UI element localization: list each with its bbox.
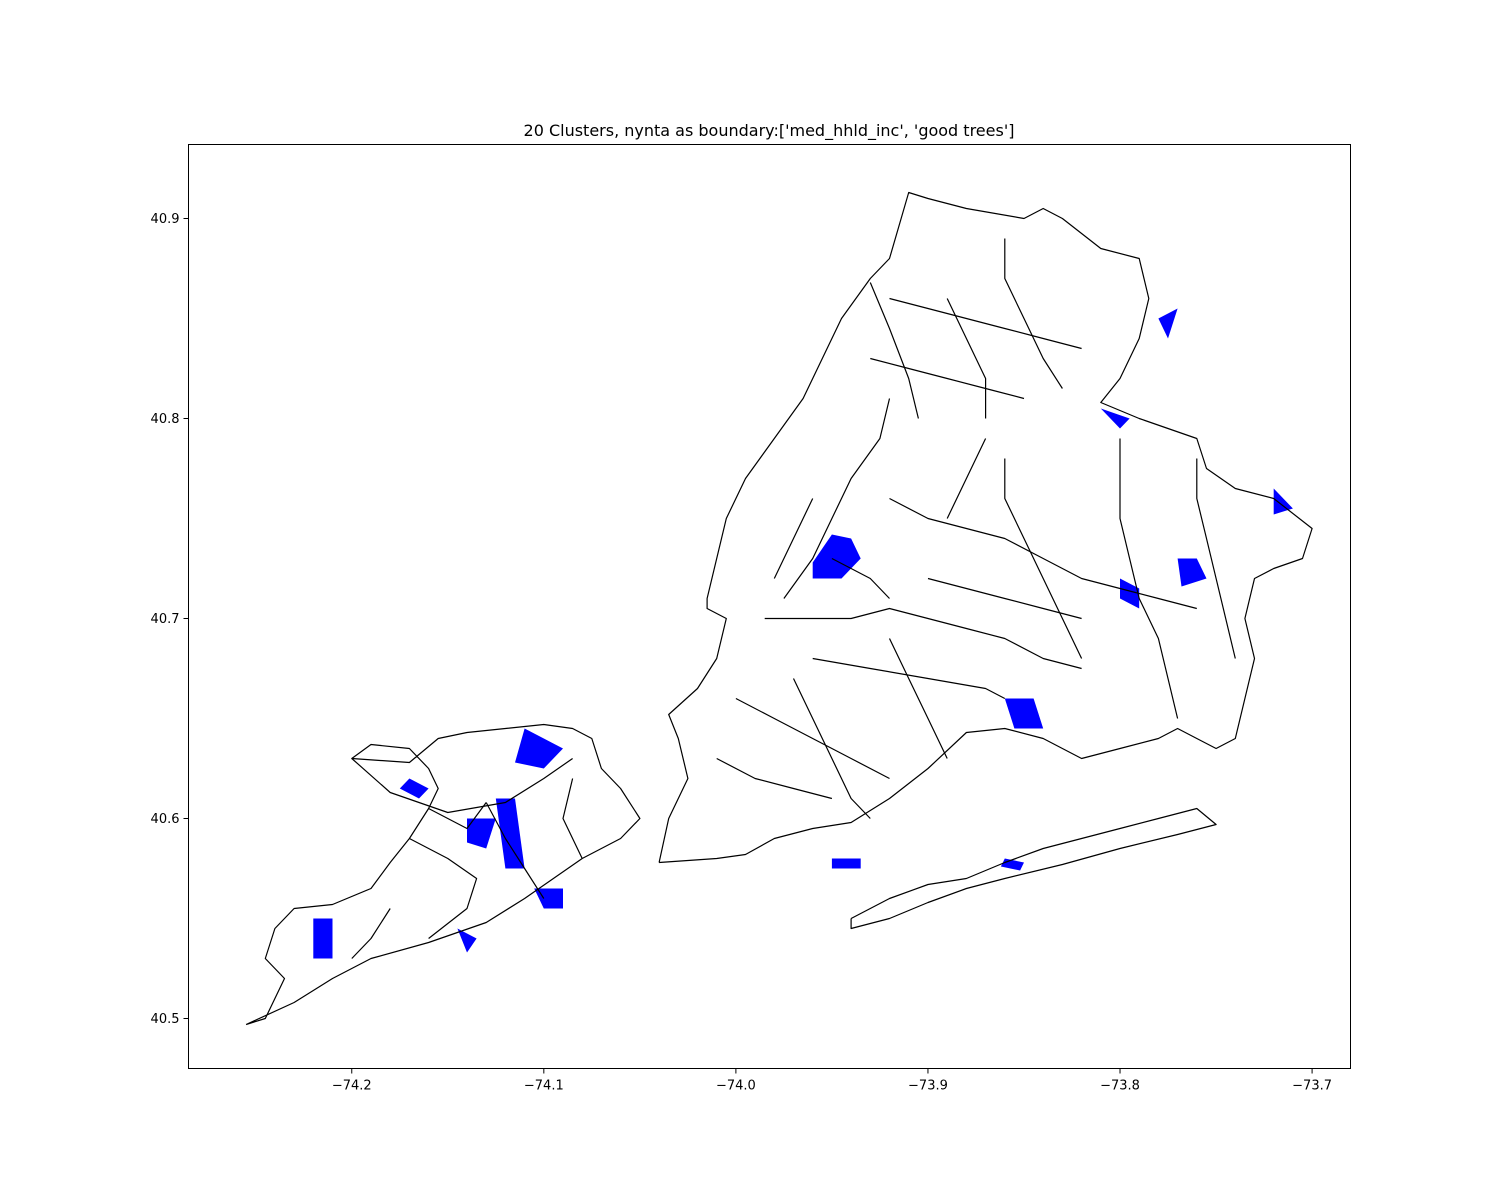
x-tick-label: −74.0 — [716, 1079, 756, 1094]
highlighted-tract-6 — [831, 858, 861, 869]
y-tick-label: 40.5 — [151, 1012, 180, 1027]
highlighted-tract-5 — [515, 728, 563, 769]
x-axis: −74.2 −74.1 −74.0 −73.9 −73.8 −73.7 — [332, 1068, 1332, 1094]
boundary-line-2 — [409, 837, 478, 939]
highlighted-tract-3 — [313, 918, 333, 959]
boundary-line-11 — [764, 607, 1082, 670]
boundary-line-13 — [735, 697, 890, 780]
y-tick-label: 40.6 — [151, 812, 180, 827]
boundary-line-27 — [792, 678, 871, 819]
boundary-line-4 — [351, 908, 391, 959]
boundary-line-25 — [831, 557, 890, 599]
boundary-line-21 — [1004, 238, 1063, 389]
boundary-line-28 — [773, 498, 814, 579]
boundary-line-14 — [716, 757, 833, 800]
boundary-line-15 — [889, 497, 1197, 610]
y-tick-label: 40.8 — [151, 412, 180, 427]
y-axis: 40.5 40.6 40.7 40.8 40.9 — [151, 212, 189, 1027]
boundary-line-8 — [850, 807, 1217, 930]
highlighted-tract-2 — [1177, 558, 1207, 587]
x-tick-label: −74.2 — [332, 1079, 372, 1094]
highlighted-tract-8 — [1158, 308, 1178, 339]
x-tick-label: −74.1 — [524, 1079, 564, 1094]
boundary-line-0 — [245, 723, 641, 1026]
x-tick-label: −73.9 — [908, 1079, 948, 1094]
boundary-line-10 — [869, 282, 919, 419]
boundary-line-1 — [351, 758, 573, 814]
highlighted-tract-0 — [812, 534, 861, 579]
highlighted-tract-14 — [1100, 408, 1130, 429]
highlighted-tract-10 — [467, 818, 496, 849]
boundary-line-17 — [1004, 458, 1083, 659]
chart-title: 20 Clusters, nynta as boundary:['med_hhl… — [524, 121, 1015, 141]
boundary-line-24 — [946, 438, 987, 519]
boundary-line-20 — [946, 298, 987, 419]
highlighted-tract-12 — [457, 928, 477, 953]
boundary-line-9 — [783, 398, 891, 599]
y-tick-label: 40.7 — [151, 612, 180, 627]
boundary-line-7 — [658, 191, 1313, 864]
highlighted-tract-1 — [1004, 698, 1044, 729]
highlighted-tract-11 — [534, 888, 563, 909]
highlighted-tracts-layer — [313, 308, 1293, 959]
x-tick-label: −73.8 — [1100, 1079, 1140, 1094]
boundary-line-16 — [927, 577, 1082, 620]
y-tick-label: 40.9 — [151, 212, 180, 227]
boundary-line-3 — [485, 802, 545, 899]
highlighted-tract-7 — [1273, 488, 1293, 515]
boundary-line-19 — [1196, 458, 1236, 659]
highlighted-tract-4 — [495, 798, 525, 869]
x-tick-label: −73.7 — [1292, 1079, 1332, 1094]
boundary-line-5 — [562, 778, 583, 859]
boundary-line-26 — [888, 638, 948, 759]
boundary-line-6 — [428, 802, 487, 830]
boundary-line-22 — [889, 297, 1082, 350]
boundary-line-12 — [812, 657, 1006, 700]
axes-frame — [188, 144, 1351, 1069]
neighborhood-boundaries-layer — [245, 191, 1313, 1026]
highlighted-tract-9 — [399, 778, 429, 799]
highlighted-tract-15 — [1120, 578, 1140, 609]
boundary-line-23 — [870, 357, 1025, 400]
boundary-line-18 — [1119, 438, 1179, 719]
